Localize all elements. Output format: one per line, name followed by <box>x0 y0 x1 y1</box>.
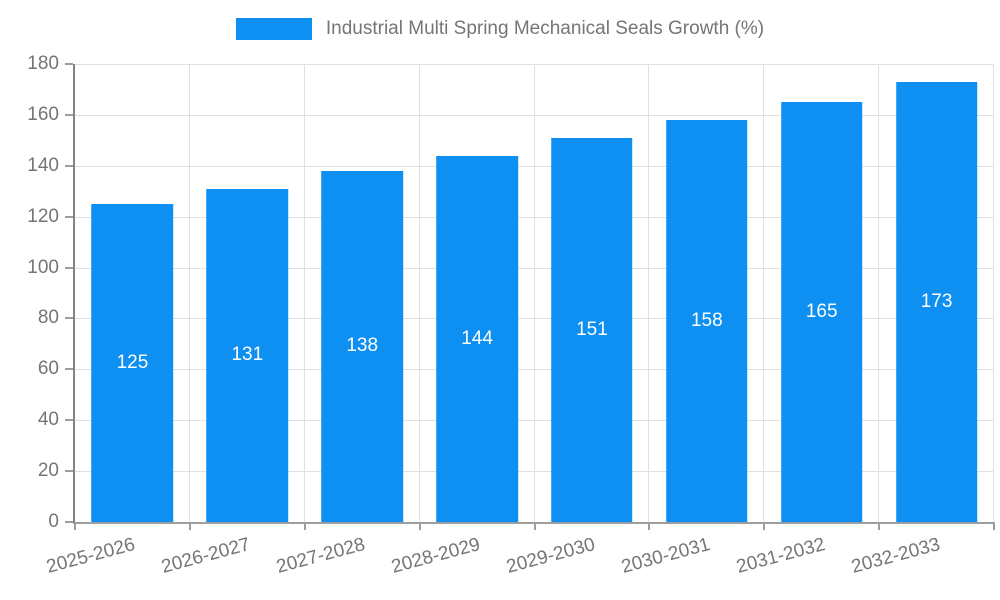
y-gridline <box>75 267 994 269</box>
x-gridline <box>648 64 650 522</box>
x-gridline <box>303 64 305 522</box>
y-tick-label: 140 <box>27 154 59 176</box>
bar[interactable]: 173 <box>895 81 978 522</box>
x-axis-tick <box>993 522 995 530</box>
x-tick-label: 2027-2028 <box>274 534 368 578</box>
x-gridline <box>878 64 880 522</box>
x-gridline <box>188 64 190 522</box>
y-axis-tick <box>65 164 73 167</box>
bar-value-label: 138 <box>346 335 379 357</box>
legend-swatch <box>235 18 312 40</box>
y-tick-label: 80 <box>37 307 59 329</box>
y-tick-label: 120 <box>27 205 59 227</box>
x-axis-tick <box>188 522 191 530</box>
x-axis-tick <box>74 522 76 530</box>
x-gridline <box>763 64 765 522</box>
y-axis-tick <box>65 470 73 473</box>
y-tick-label: 60 <box>37 358 59 380</box>
y-tick-label: 180 <box>27 53 59 74</box>
bar-value-label: 144 <box>461 327 493 349</box>
x-tick-label: 2030-2031 <box>619 534 713 578</box>
y-gridline <box>75 114 994 116</box>
x-gridline <box>418 64 420 522</box>
y-axis-tick <box>65 521 73 523</box>
y-gridline <box>75 318 994 320</box>
x-tick-label: 2025-2026 <box>44 534 138 578</box>
x-tick-label: 2032-2033 <box>848 534 942 578</box>
y-axis-tick <box>65 419 73 422</box>
x-gridline <box>533 64 535 522</box>
x-axis-tick <box>303 522 306 530</box>
x-axis-tick <box>763 522 766 530</box>
y-axis-tick <box>65 215 73 218</box>
x-tick-label: 2031-2032 <box>733 534 828 578</box>
y-axis-tick <box>65 63 73 65</box>
x-axis-tick <box>878 522 881 530</box>
legend-label: Industrial Multi Spring Mechanical Seals… <box>325 18 765 39</box>
y-axis-tick <box>65 317 73 320</box>
y-gridline <box>75 216 994 218</box>
bar[interactable]: 125 <box>91 203 174 522</box>
y-gridline <box>75 471 994 473</box>
x-tick-label: 2026-2027 <box>159 534 253 578</box>
bar[interactable]: 151 <box>551 137 633 522</box>
y-axis-tick <box>65 368 73 371</box>
x-axis-tick <box>533 522 536 530</box>
x-gridline <box>993 64 994 522</box>
y-tick-label: 160 <box>27 103 59 125</box>
bar-value-label: 165 <box>805 301 838 323</box>
y-tick-label: 100 <box>27 256 59 278</box>
bar[interactable]: 144 <box>436 155 518 522</box>
x-axis-tick <box>418 522 421 530</box>
bar[interactable]: 165 <box>780 102 863 522</box>
y-gridline <box>75 420 994 422</box>
bar-value-label: 151 <box>576 318 608 340</box>
x-tick-label: 2029-2030 <box>504 534 598 578</box>
x-axis-tick <box>648 522 651 530</box>
y-gridline <box>75 64 994 65</box>
y-tick-label: 40 <box>37 409 59 431</box>
x-tick-label: 2028-2029 <box>389 534 483 578</box>
y-gridline <box>75 369 994 371</box>
bar-value-label: 173 <box>920 290 953 312</box>
plot-area: 0 20 40 60 80 100 120 140 160 180 125 2025-2026 131 2… <box>27 53 995 578</box>
bar-value-label: 131 <box>231 344 264 366</box>
y-axis-tick <box>65 113 73 116</box>
y-tick-label: 0 <box>48 511 59 532</box>
y-gridline <box>75 165 994 167</box>
bar[interactable]: 138 <box>321 170 403 522</box>
bar-value-label: 158 <box>690 309 723 331</box>
y-axis-tick <box>65 266 73 269</box>
y-tick-label: 20 <box>37 460 59 482</box>
legend[interactable]: Industrial Multi Spring Mechanical Seals… <box>0 18 1000 40</box>
bar[interactable]: 158 <box>666 119 748 522</box>
bar[interactable]: 131 <box>206 188 289 522</box>
bar-value-label: 125 <box>116 351 149 373</box>
